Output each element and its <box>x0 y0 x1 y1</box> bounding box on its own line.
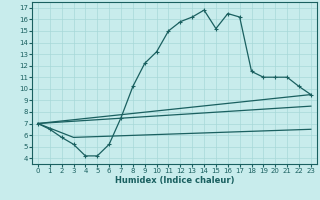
X-axis label: Humidex (Indice chaleur): Humidex (Indice chaleur) <box>115 176 234 185</box>
